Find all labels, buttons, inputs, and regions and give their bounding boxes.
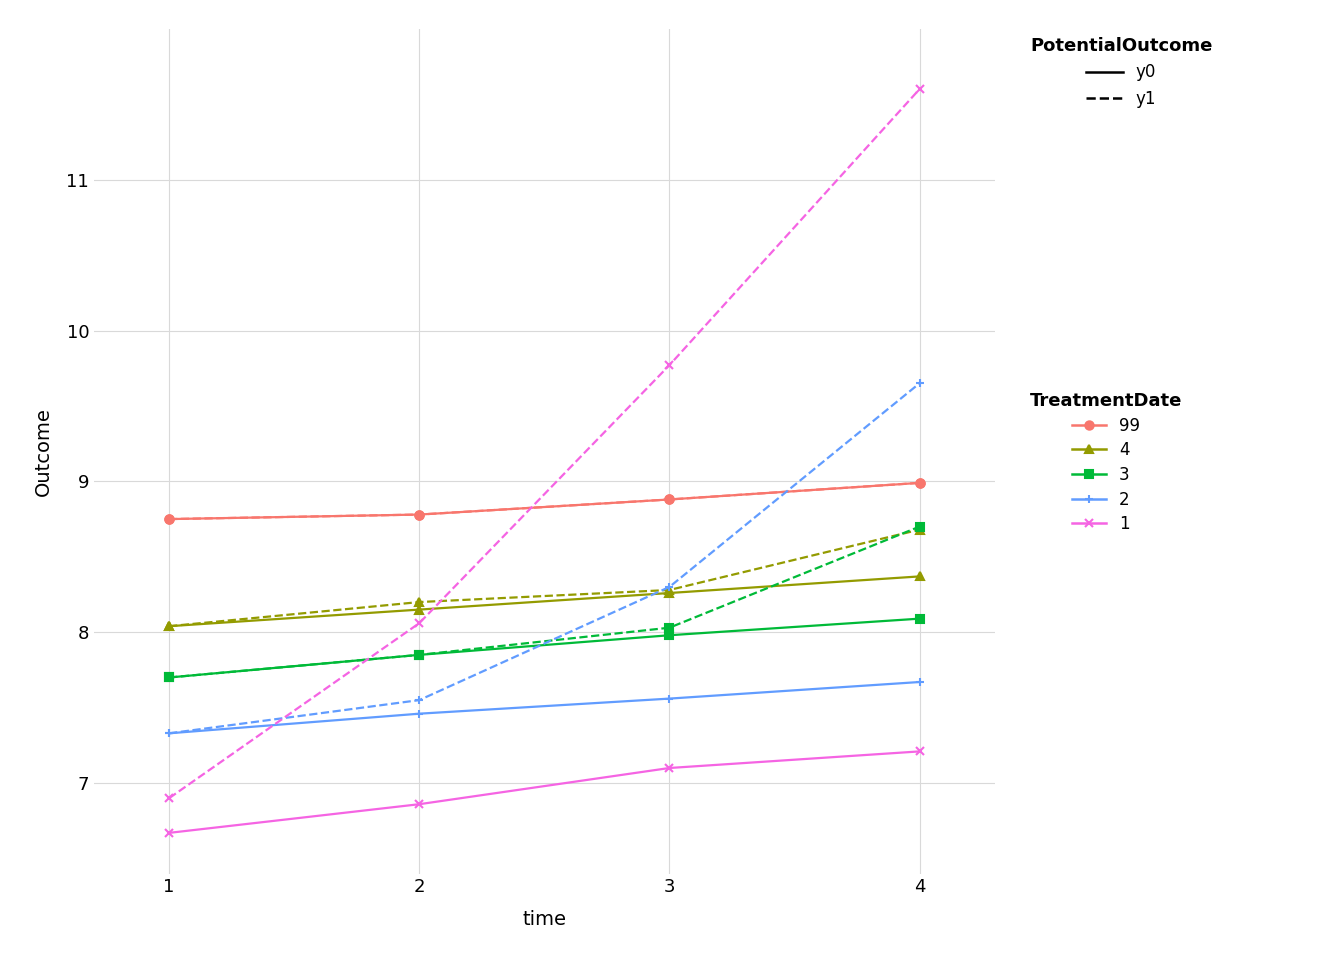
Legend: 99, 4, 3, 2, 1: 99, 4, 3, 2, 1 [1030,392,1183,534]
X-axis label: time: time [523,910,566,929]
Y-axis label: Outcome: Outcome [34,407,52,495]
